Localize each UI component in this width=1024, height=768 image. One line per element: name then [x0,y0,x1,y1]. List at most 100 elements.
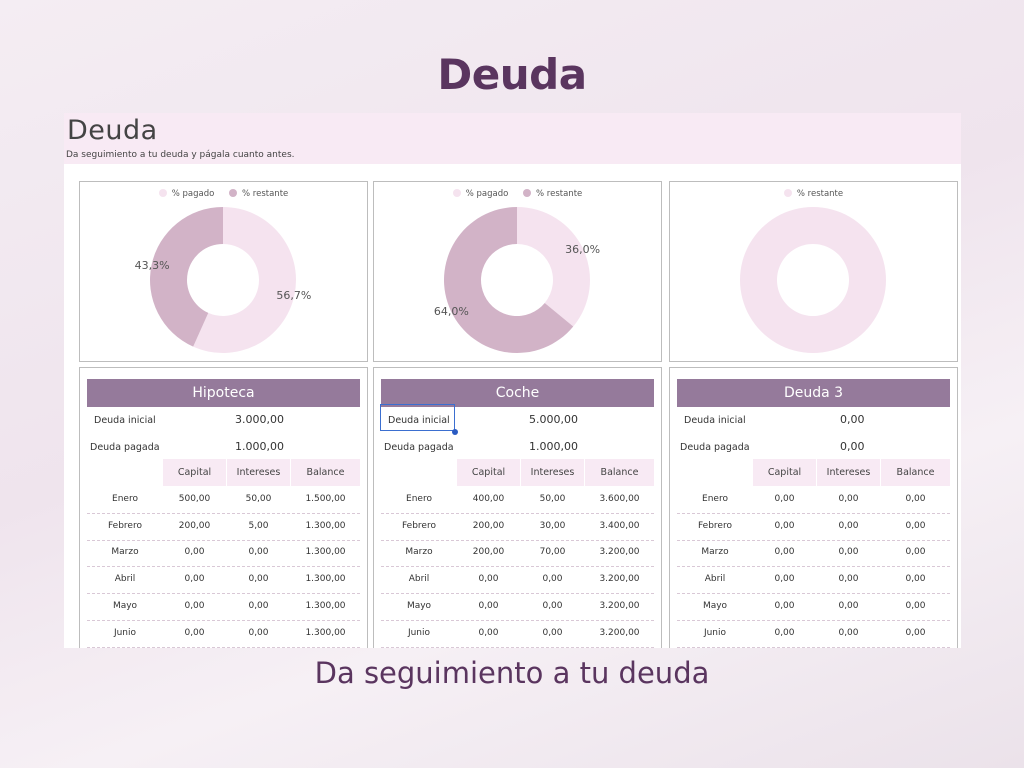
balance-cell[interactable]: 3.200,00 [599,627,640,638]
balance-cell[interactable]: 0,00 [905,520,926,531]
month-cell: Enero [112,494,138,504]
intereses-cell[interactable]: 70,00 [539,547,566,558]
intereses-cell[interactable]: 0,00 [838,520,859,531]
data-label: 64,0% [434,305,469,318]
capital-cell[interactable]: 0,00 [478,600,499,611]
column-header-capital: Capital [753,459,816,486]
selected-cell-outline[interactable] [380,404,455,431]
deuda-inicial-value[interactable]: 3.000,00 [235,413,284,426]
donut-slice [150,207,223,347]
intereses-cell[interactable]: 50,00 [539,494,566,504]
table-row: Abril 0,00 0,00 1.300,00 [87,567,360,595]
balance-cell[interactable]: 1.300,00 [305,627,346,638]
capital-cell[interactable]: 400,00 [472,494,505,504]
table-row: Enero 400,00 50,00 3.600,00 [381,487,654,514]
balance-cell[interactable]: 1.300,00 [305,520,346,531]
capital-cell[interactable]: 0,00 [478,627,499,638]
fill-handle[interactable] [452,429,458,435]
balance-cell[interactable]: 1.300,00 [305,574,346,585]
chart-legend: % pagado % restante [80,188,367,199]
intereses-cell[interactable]: 0,00 [542,627,563,638]
capital-cell[interactable]: 200,00 [472,547,505,558]
balance-cell[interactable]: 3.200,00 [599,574,640,585]
intereses-cell[interactable]: 0,00 [838,494,859,504]
debt-name-header: Deuda 3 [677,379,950,407]
chart-legend: % restante [670,188,957,199]
table-row: Mayo 0,00 0,00 1.300,00 [87,594,360,621]
month-cell: Mayo [112,600,138,611]
intereses-cell[interactable]: 0,00 [838,547,859,558]
chart-panel-deuda-3[interactable]: % restante [669,181,958,362]
balance-cell[interactable]: 3.200,00 [599,547,640,558]
capital-cell[interactable]: 0,00 [774,600,795,611]
sheet-header: Deuda Da seguimiento a tu deuda y págala… [64,113,961,164]
data-label: 56,7% [276,289,311,302]
capital-cell[interactable]: 500,00 [178,494,211,504]
deuda-inicial-value[interactable]: 5.000,00 [529,413,578,426]
intereses-cell[interactable]: 5,00 [248,520,269,531]
legend-swatch-restante [783,188,792,197]
legend-swatch-pagado [158,188,167,197]
capital-cell[interactable]: 0,00 [184,574,205,585]
legend-label: % pagado [465,189,509,199]
balance-cell[interactable]: 0,00 [905,600,926,611]
capital-cell[interactable]: 200,00 [178,520,211,531]
capital-cell[interactable]: 0,00 [184,547,205,558]
capital-cell[interactable]: 0,00 [774,627,795,638]
intereses-cell[interactable]: 0,00 [248,547,269,558]
balance-cell[interactable]: 3.200,00 [599,600,640,611]
debt-table-coche: Coche Deuda inicial 5.000,00 Deuda pagad… [373,367,662,648]
intereses-cell[interactable]: 0,00 [838,600,859,611]
balance-cell[interactable]: 1.300,00 [305,600,346,611]
month-cell: Mayo [406,600,432,611]
legend-label: % restante [242,189,289,199]
deuda-pagada-value[interactable]: 1.000,00 [529,440,578,453]
intereses-cell[interactable]: 0,00 [838,574,859,585]
capital-cell[interactable]: 0,00 [774,574,795,585]
capital-cell[interactable]: 200,00 [472,520,505,531]
legend-item-pagado: % pagado [452,188,509,199]
table-row: Marzo 0,00 0,00 0,00 [677,540,950,568]
intereses-cell[interactable]: 0,00 [542,600,563,611]
intereses-cell[interactable]: 0,00 [248,627,269,638]
balance-cell[interactable]: 0,00 [905,547,926,558]
legend-item-pagado: % pagado [158,188,214,199]
capital-cell[interactable]: 0,00 [774,494,795,504]
balance-cell[interactable]: 1.500,00 [305,494,346,504]
chart-panel-hipoteca[interactable]: % pagado % restante 56,7% 43,3% [79,181,368,362]
sheet-title: Deuda [67,115,158,146]
intereses-cell[interactable]: 30,00 [539,520,566,531]
capital-cell[interactable]: 0,00 [478,574,499,585]
capital-cell[interactable]: 0,00 [184,627,205,638]
month-cell: Febrero [402,520,436,531]
intereses-cell[interactable]: 0,00 [248,600,269,611]
intereses-cell[interactable]: 0,00 [248,574,269,585]
month-cell: Febrero [698,520,732,531]
balance-cell[interactable]: 0,00 [905,627,926,638]
legend-swatch-restante [523,188,532,197]
intereses-cell[interactable]: 0,00 [542,574,563,585]
table-row: Enero 500,00 50,00 1.500,00 [87,487,360,514]
debt-name-header: Hipoteca [87,379,360,407]
intereses-cell[interactable]: 50,00 [245,494,272,504]
legend-item-restante: % restante [229,188,289,199]
capital-cell[interactable]: 0,00 [774,520,795,531]
table-row: Enero 0,00 0,00 0,00 [677,487,950,514]
balance-cell[interactable]: 0,00 [905,574,926,585]
capital-cell[interactable]: 0,00 [184,600,205,611]
table-row: Febrero 200,00 30,00 3.400,00 [381,514,654,541]
donut-slice [444,207,574,353]
column-header-intereses: Intereses [227,459,290,486]
intereses-cell[interactable]: 0,00 [838,627,859,638]
deuda-pagada-value[interactable]: 0,00 [840,440,865,453]
balance-cell[interactable]: 0,00 [905,494,926,504]
balance-cell[interactable]: 3.600,00 [599,494,640,504]
chart-panel-coche[interactable]: % pagado % restante 36,0% 64,0% [373,181,662,362]
debt-name-header: Coche [381,379,654,407]
capital-cell[interactable]: 0,00 [774,547,795,558]
legend-item-restante: % restante [783,188,843,199]
balance-cell[interactable]: 3.400,00 [599,520,640,531]
balance-cell[interactable]: 1.300,00 [305,547,346,558]
deuda-inicial-value[interactable]: 0,00 [840,413,865,426]
deuda-pagada-value[interactable]: 1.000,00 [235,440,284,453]
